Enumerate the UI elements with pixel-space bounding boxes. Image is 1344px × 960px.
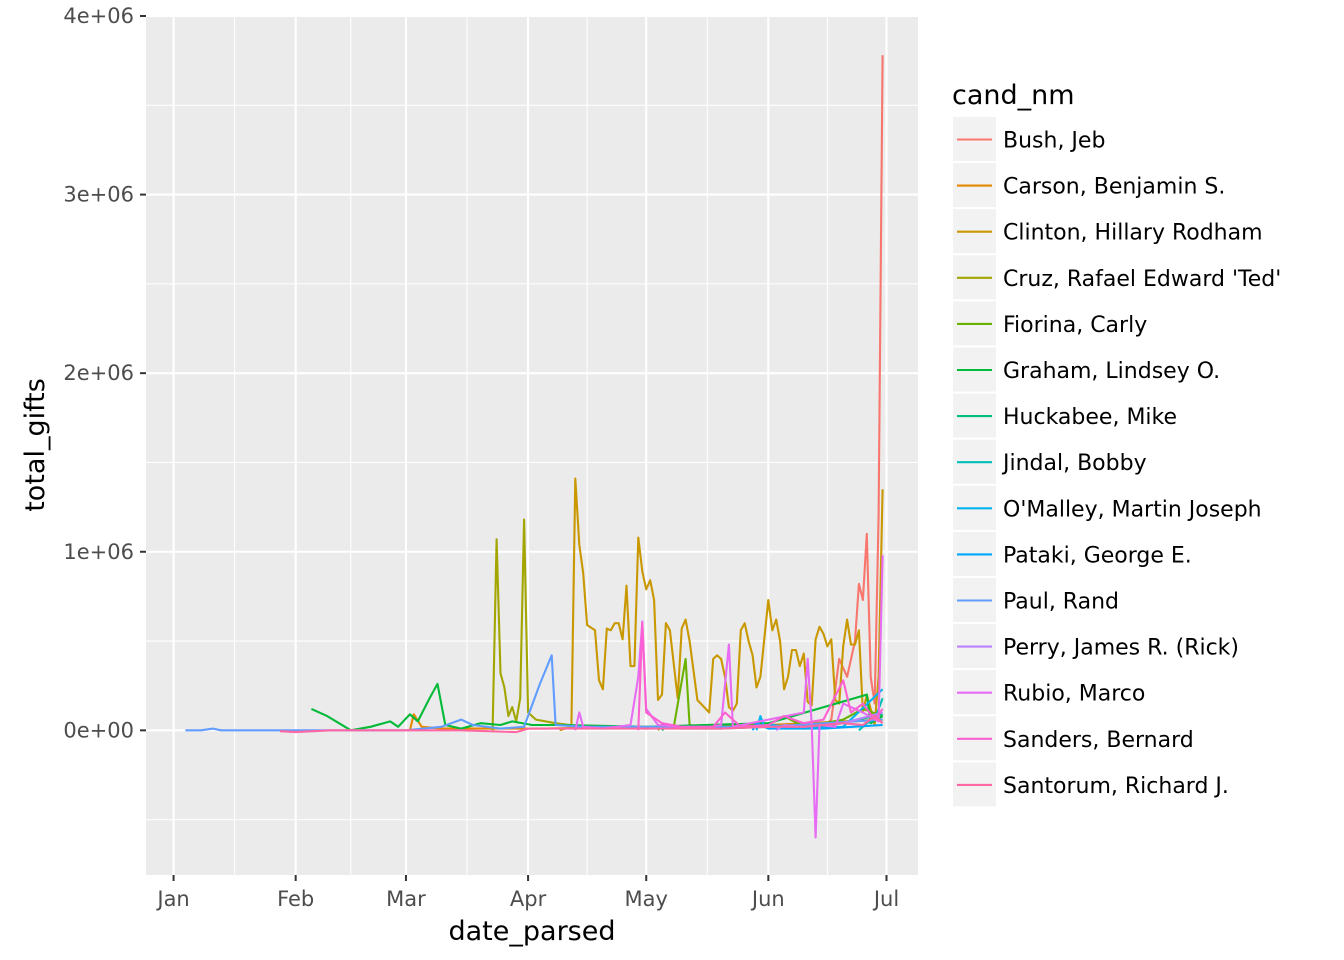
x-tick-label: Apr — [510, 887, 547, 911]
legend-label: Fiorina, Carly — [1003, 313, 1147, 338]
legend-label: Sanders, Bernard — [1003, 728, 1194, 753]
legend-label: Cruz, Rafael Edward 'Ted' — [1003, 267, 1281, 292]
legend-label: Rubio, Marco — [1003, 682, 1145, 707]
plot-panel — [146, 16, 918, 875]
x-axis: Jan Feb Mar Apr May Jun Jul — [155, 875, 899, 911]
y-tick-label: 1e+06 — [63, 540, 134, 564]
x-tick-label: Jul — [872, 887, 899, 911]
series-line — [822, 55, 884, 728]
series-line — [637, 622, 884, 731]
y-axis-title: total_gifts — [20, 378, 51, 512]
y-tick-label: 3e+06 — [63, 183, 134, 207]
series-line — [279, 715, 884, 734]
legend-label: Jindal, Bobby — [1001, 451, 1147, 476]
legend-label: Perry, James R. (Rick) — [1003, 636, 1239, 661]
y-tick-label: 4e+06 — [63, 4, 134, 28]
legend-label: Clinton, Hillary Rodham — [1003, 221, 1263, 246]
legend-label: Bush, Jeb — [1003, 129, 1105, 154]
x-axis-title: date_parsed — [449, 916, 616, 947]
legend-label: Carson, Benjamin S. — [1003, 175, 1225, 200]
x-tick-label: May — [625, 887, 668, 911]
legend-label: Huckabee, Mike — [1003, 405, 1177, 430]
minor-gridlines — [146, 16, 918, 875]
series-lines — [185, 55, 884, 839]
y-axis: 0e+00 1e+06 2e+06 3e+06 4e+06 — [63, 4, 146, 742]
x-tick-label: Mar — [386, 887, 426, 911]
x-tick-label: Jan — [155, 887, 189, 911]
legend: cand_nm Bush, Jeb Carson, Benjamin S. Clin… — [952, 80, 1281, 807]
legend-label: Santorum, Richard J. — [1003, 774, 1229, 799]
legend-items: Bush, Jeb Carson, Benjamin S. Clinton, Hil… — [953, 117, 1281, 807]
legend-label: O'Malley, Martin Joseph — [1003, 497, 1262, 522]
legend-label: Graham, Lindsey O. — [1003, 359, 1220, 384]
y-tick-label: 2e+06 — [63, 361, 134, 385]
legend-title: cand_nm — [952, 80, 1075, 111]
legend-label: Pataki, George E. — [1003, 543, 1192, 568]
y-tick-label: 0e+00 — [63, 718, 134, 742]
series-line — [185, 654, 883, 732]
series-line — [574, 555, 884, 839]
major-gridlines — [146, 14, 918, 875]
x-tick-label: Feb — [277, 887, 314, 911]
legend-label: Paul, Rand — [1003, 590, 1119, 615]
x-tick-label: Jun — [750, 887, 785, 911]
